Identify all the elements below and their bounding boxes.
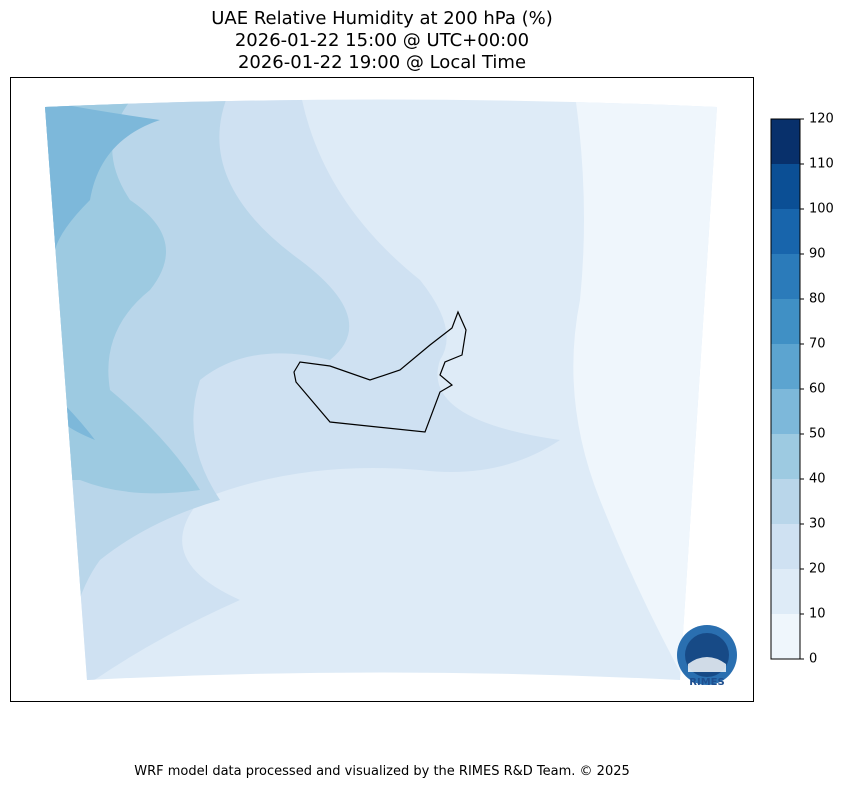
colorbar-band <box>771 299 800 344</box>
title-line: 2026-01-22 15:00 @ UTC+00:00 <box>235 30 529 51</box>
colorbar-band <box>771 524 800 569</box>
colorbar-band <box>771 614 800 659</box>
colorbar-band <box>771 479 800 524</box>
uae-outline <box>293 310 467 433</box>
colorbar-band <box>771 569 800 614</box>
colorbar-tick-label: 20 <box>809 562 826 577</box>
colorbar-tick-label: 40 <box>809 472 826 487</box>
title-line: 2026-01-22 19:00 @ Local Time <box>238 52 526 73</box>
colorbar-band <box>771 254 800 299</box>
colorbar-band <box>771 344 800 389</box>
colorbar-tick-label: 110 <box>809 157 834 172</box>
footer: WRF model data processed and visualized … <box>134 764 630 779</box>
logo-text: RIMES <box>689 677 724 688</box>
colorbar-tick-label: 0 <box>809 652 817 667</box>
colorbar-band <box>771 434 800 479</box>
humidity-field <box>45 99 717 680</box>
colorbar-band <box>771 164 800 209</box>
colorbar-band <box>771 389 800 434</box>
colorbar-tick-label: 100 <box>809 202 834 217</box>
colorbar-tick-label: 90 <box>809 247 826 262</box>
colorbar-tick-label: 80 <box>809 292 826 307</box>
colorbar: 0 10 20 30 40 50 60 70 80 90 100 110 120 <box>770 112 834 667</box>
colorbar-tick-label: 30 <box>809 517 826 532</box>
colorbar-band <box>771 119 800 164</box>
colorbar-tick-label: 70 <box>809 337 826 352</box>
colorbar-band <box>771 209 800 254</box>
colorbar-tick-label: 120 <box>809 112 834 127</box>
colorbar-tick-label: 10 <box>809 607 826 622</box>
title-line: UAE Relative Humidity at 200 hPa (%) <box>211 8 552 29</box>
colorbar-tick-label: 60 <box>809 382 826 397</box>
logo: RIMES <box>677 625 737 688</box>
colorbar-tick-label: 50 <box>809 427 826 442</box>
